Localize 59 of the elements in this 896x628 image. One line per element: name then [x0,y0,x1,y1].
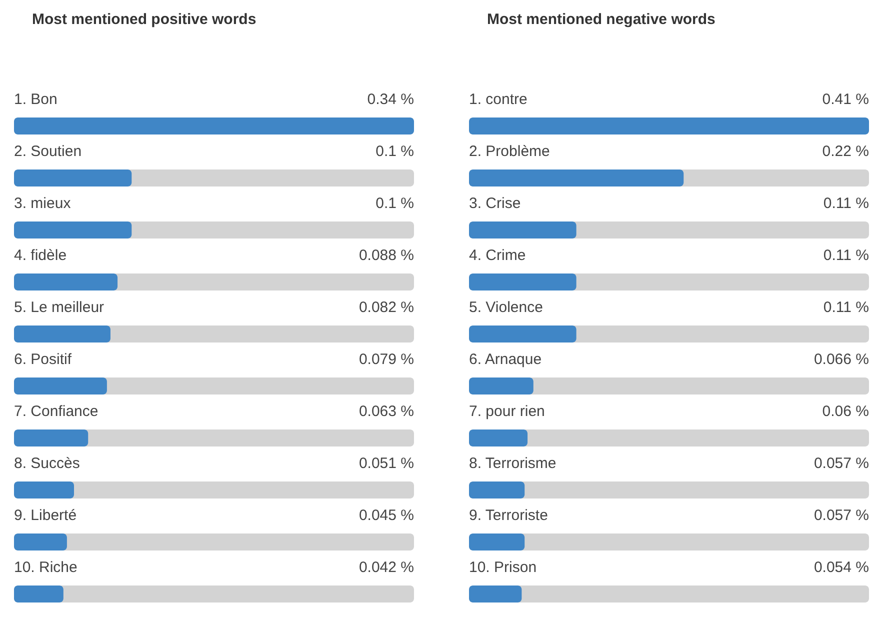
data-label: 0.11 % [823,299,869,316]
bar [14,534,67,550]
data-label: 0.057 % [814,507,869,524]
bar [14,326,110,342]
data-label: 0.063 % [358,403,414,420]
y-tick-label: 2. Problème [469,143,550,160]
y-tick-label: 5. Violence [469,299,543,316]
data-label: 0.1 % [376,195,414,212]
y-tick-label: 7. Confiance [14,403,98,420]
y-tick-label: 4. Crime [469,247,526,264]
y-tick-label: 1. contre [469,91,528,108]
bar [469,274,576,290]
data-label: 0.082 % [358,299,414,316]
chart-title: Most mentioned negative words [487,11,716,28]
chart-title: Most mentioned positive words [32,11,256,28]
y-tick-label: 6. Positif [14,351,72,368]
data-label: 0.22 % [822,143,869,160]
data-label: 0.11 % [823,195,869,212]
y-tick-label: 3. Crise [469,195,521,212]
bar [469,430,528,446]
data-label: 0.042 % [358,559,414,576]
data-label: 0.088 % [358,247,414,264]
bar [469,534,525,550]
y-tick-label: 7. pour rien [469,403,545,420]
data-label: 0.41 % [822,91,869,108]
y-tick-label: 8. Terrorisme [469,455,556,472]
y-tick-label: 9. Terroriste [469,507,548,524]
bar [469,222,576,238]
y-tick-label: 4. fidèle [14,247,67,264]
data-label: 0.1 % [376,143,414,160]
bar [469,326,576,342]
bar [14,274,118,290]
y-tick-label: 10. Prison [469,559,537,576]
y-tick-label: 8. Succès [14,455,80,472]
data-label: 0.066 % [814,351,869,368]
data-label: 0.051 % [358,455,414,472]
y-tick-label: 3. mieux [14,195,72,212]
bar [469,586,522,602]
data-label: 0.34 % [367,91,414,108]
bar [14,170,132,186]
y-tick-label: 9. Liberté [14,507,77,524]
bar [14,586,64,602]
data-label: 0.079 % [358,351,414,368]
data-label: 0.045 % [358,507,414,524]
y-tick-label: 5. Le meilleur [14,299,104,316]
bar [14,482,74,498]
y-tick-label: 2. Soutien [14,143,82,160]
y-tick-label: 6. Arnaque [469,351,542,368]
bar [469,482,525,498]
bar [14,378,107,394]
data-label: 0.057 % [814,455,869,472]
bar [14,430,88,446]
bar [469,378,534,394]
y-tick-label: 10. Riche [14,559,78,576]
y-tick-label: 1. Bon [14,91,58,108]
data-label: 0.06 % [822,403,869,420]
data-label: 0.11 % [823,247,869,264]
bar [14,222,132,238]
data-label: 0.054 % [814,559,869,576]
